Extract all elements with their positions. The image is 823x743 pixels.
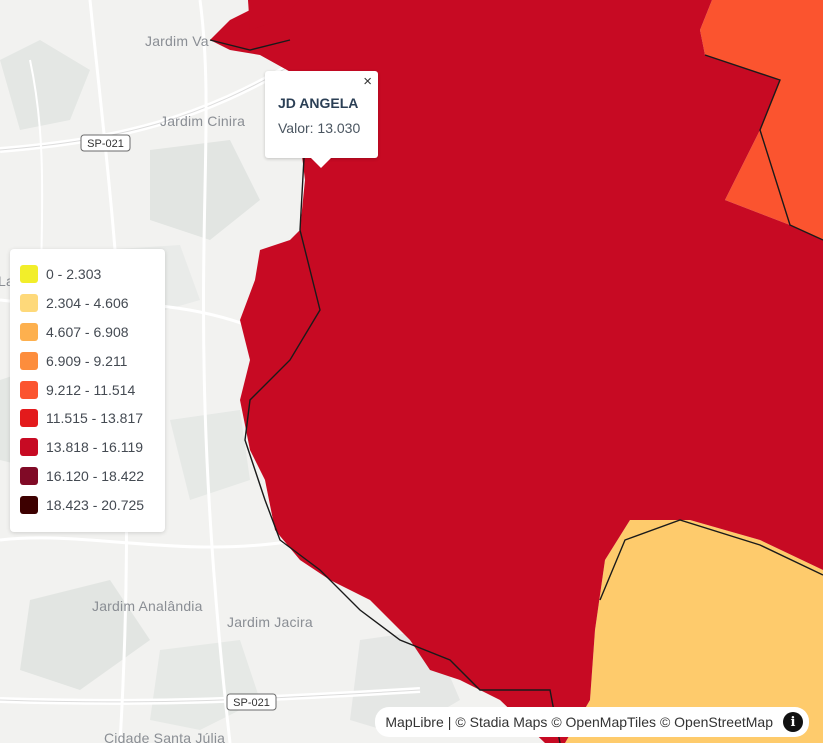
legend-label: 4.607 - 6.908	[46, 323, 129, 340]
legend-label: 13.818 - 16.119	[46, 439, 144, 456]
region-southeast[interactable]	[565, 520, 823, 743]
info-icon[interactable]: i	[783, 712, 803, 732]
legend-item: 18.423 - 20.725	[20, 490, 155, 519]
legend-label: 2.304 - 4.606	[46, 295, 129, 312]
popup-value: Valor: 13.030	[278, 120, 361, 136]
map-attribution: MapLibre | © Stadia Maps © OpenMapTiles …	[375, 707, 809, 737]
legend-label: 6.909 - 9.211	[46, 352, 128, 369]
legend-swatch	[20, 322, 38, 341]
region-east[interactable]	[700, 0, 823, 240]
place-labels: Jardim Va Jardim Cinira Jardim Analândia…	[0, 33, 313, 743]
attribution-separator: |	[447, 714, 452, 730]
legend-label: 16.120 - 18.422	[46, 467, 145, 484]
legend-swatch	[20, 351, 38, 370]
place-label-jardim-va: Jardim Va	[145, 33, 209, 49]
popup-title: JD ANGELA	[278, 95, 359, 111]
legend-swatch	[20, 466, 38, 485]
legend-item: 0 - 2.303	[20, 260, 155, 289]
road-shield-top: SP-021	[80, 134, 131, 152]
attribution-stadia-link[interactable]: © Stadia Maps	[455, 714, 548, 730]
legend-swatch	[20, 265, 38, 284]
legend-item: 16.120 - 18.422	[20, 462, 155, 491]
legend-swatch	[20, 380, 38, 399]
legend-label: 18.423 - 20.725	[46, 496, 145, 513]
legend-label: 11.515 - 13.817	[46, 410, 144, 427]
legend-swatch	[20, 495, 38, 514]
attribution-openmaptiles-link[interactable]: © OpenMapTiles	[551, 714, 657, 730]
place-label-jardim-jacira: Jardim Jacira	[227, 614, 313, 630]
region-northwest-fragment[interactable]	[248, 0, 300, 30]
legend-label: 0 - 2.303	[46, 266, 102, 283]
legend-item: 13.818 - 16.119	[20, 433, 155, 462]
road-shield-label: SP-021	[233, 697, 270, 709]
legend-swatch	[20, 438, 38, 457]
attribution-osm-link[interactable]: © OpenStreetMap	[659, 714, 773, 730]
attribution-maplibre-link[interactable]: MapLibre	[385, 714, 444, 730]
legend-item: 6.909 - 9.211	[20, 346, 155, 375]
popup-close-button[interactable]: ×	[363, 73, 372, 90]
legend-swatch	[20, 294, 38, 313]
choropleth-layer[interactable]	[210, 0, 823, 743]
place-label-jardim-cinira: Jardim Cinira	[160, 113, 245, 129]
road-shield-label: SP-021	[87, 138, 124, 150]
legend-swatch	[20, 409, 38, 428]
legend-item: 11.515 - 13.817	[20, 404, 155, 433]
legend-item: 9.212 - 11.514	[20, 375, 155, 404]
feature-popup: × JD ANGELA Valor: 13.030	[265, 71, 378, 168]
region-jd-angela[interactable]	[210, 0, 823, 743]
place-label-jardim-analandia: Jardim Analândia	[92, 598, 203, 614]
road-shield-bottom: SP-021	[226, 693, 277, 711]
legend-label: 9.212 - 11.514	[46, 381, 136, 398]
legend-item: 2.304 - 4.606	[20, 289, 155, 318]
region-boundaries	[209, 39, 823, 743]
place-label-cidade-santa-julia: Cidade Santa Júlia	[104, 730, 225, 743]
map-legend: 0 - 2.303 2.304 - 4.606 4.607 - 6.908 6.909…	[10, 249, 165, 532]
legend-item: 4.607 - 6.908	[20, 318, 155, 347]
